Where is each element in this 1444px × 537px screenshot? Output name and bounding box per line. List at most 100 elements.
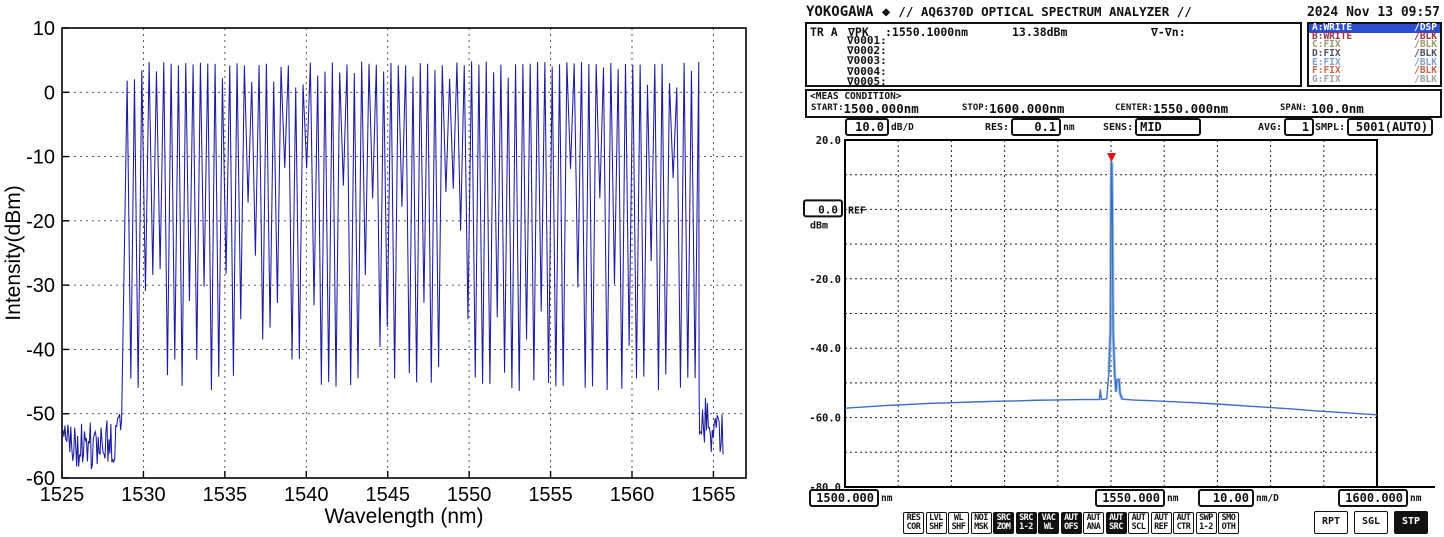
trace-display-status: /BLK [1414,65,1437,77]
scale-stop-value[interactable]: 1600.000 [1338,489,1408,507]
trace-name: B:WRITE [1312,30,1353,42]
sens-value[interactable]: MID [1135,118,1202,136]
softkey-label-bottom: SCL [1131,522,1146,532]
scale-start-value[interactable]: 1500.000 [809,489,879,507]
softkey-res-cor[interactable]: RES COR [903,512,924,534]
sweep-key-sgl[interactable]: SGL [1354,511,1388,534]
res-label: RES: [985,121,1010,133]
marker-row: ∇0005: [847,74,887,88]
trace-status-d[interactable]: D:FIX/BLK [1309,49,1440,59]
trace-status-b[interactable]: B:WRITE/BLK [1309,30,1440,42]
softkey-label-top: SWP [1199,513,1213,523]
start-wavelength: START: 1500.000nm [811,102,919,115]
sweep-key-row: RPT SGL STP [1314,511,1428,534]
delta-marker-label: ∇-∇n: [1151,25,1186,39]
osa-y-axis-label: 20.0 [816,135,841,147]
scale-stop-unit: nm [1410,492,1422,504]
osa-header: YOKOGAWA ◆ // AQ6370D OPTICAL SPECTRUM A… [806,3,1440,21]
softkey-label-bottom: COR [906,522,921,532]
avg-value[interactable]: 1 [1284,118,1315,136]
softkey-noi-msk[interactable]: NOI MSK [970,512,992,534]
softkey-aut-ctr[interactable]: AUT CTR [1173,512,1194,534]
x-tick-label: 1550 [447,484,492,506]
softkey-src-1-2[interactable]: SRC 1-2 [1015,512,1037,534]
softkey-src-zom[interactable]: SRC ZOM [993,512,1014,534]
ref-level-value: 0.0 [818,203,838,216]
start-label: START: [811,103,844,113]
comb-spectrum-figure: 1525 1530 1535 1540 1545 1550 1555 1560 1565 10 0… [2,18,747,528]
trace-name: C:FIX [1312,39,1341,51]
datetime: 2024 Nov 13 09:57 [1306,4,1440,20]
yokogawa-logo: YOKOGAWA ◆ [806,4,891,20]
y-tick-labels: 10 0 -10 -20 -30 -40 -50 -60 [26,18,55,490]
sensitivity-setting: SENS: MID [1103,118,1202,136]
y-tick-label: -10 [26,147,55,169]
trace-display-status: /BLK [1414,30,1437,42]
start-value: 1500.000nm [843,101,919,116]
softkey-label-bottom: ZOM [996,522,1011,532]
span-setting: SPAN: 100.0nm [1280,102,1364,115]
softkey-label-bottom: OTH [1221,522,1236,532]
softkey-aut-src[interactable]: AUT SRC [1105,512,1127,534]
level-scale-value[interactable]: 10.0 [845,118,889,136]
x-tick-labels: 1525 1530 1535 1540 1545 1550 1555 1560 1565 [40,484,736,506]
osa-y-axis-label: -40.0 [809,343,841,355]
scale-center-value[interactable]: 1550.000 [1095,489,1165,507]
trace-display-status: /BLK [1414,74,1437,86]
softkey-label-top: AUT [1176,513,1191,523]
comb-trace-line [61,61,724,470]
sampling-setting: SMPL: 5001(AUTO) [1315,118,1434,136]
softkey-vac-wl[interactable]: VAC WL [1038,512,1059,534]
span-label: SPAN: [1280,103,1308,113]
osa-header-left: YOKOGAWA ◆ // AQ6370D OPTICAL SPECTRUM A… [806,4,1192,20]
peak-wavelength: :1550.1000nm [885,25,969,39]
stop-wavelength: STOP: 1600.000nm [962,102,1064,115]
trace-status-c[interactable]: C:FIX/BLK [1309,39,1440,51]
resolution-setting: RES: 0.1 nm [985,118,1075,136]
sweep-key-rpt[interactable]: RPT [1314,511,1348,534]
peak-readout-line: TR A ∇PK :1550.1000nm 13.38dBm ∇-∇n: [807,24,1300,39]
softkey-label-top: VAC [1041,513,1056,523]
peak-power: 13.38dBm [1012,25,1068,39]
trace-display-status: /BLK [1414,56,1437,68]
smpl-value[interactable]: 5001(AUTO) [1347,118,1434,136]
trace-status-e[interactable]: E:FIX/BLK [1309,56,1440,68]
trace-status-a[interactable]: A:WRITE/DSP [1309,22,1440,33]
softkey-aut-scl[interactable]: AUT SCL [1128,512,1149,534]
softkey-smo-oth[interactable]: SMO OTH [1218,512,1239,534]
softkey-label-top: RES [906,513,921,523]
res-unit: nm [1063,121,1075,133]
plot-border [61,27,747,479]
trace-label: TR A [810,25,838,39]
softkey-aut-ofs[interactable]: AUT OFS [1060,512,1082,534]
scale-div: 10.00 nm/D [1198,489,1279,507]
ref-level-unit: dBm [810,220,828,231]
sweep-key-stp[interactable]: STP [1394,511,1428,534]
wavelength-scale-row: 1500.000 nm 1550.000 nm 10.00 nm/D 1600.… [800,489,1444,509]
softkey-swp-1-2[interactable]: SWP 1-2 [1195,512,1217,534]
stop-value: 1600.000nm [989,101,1065,116]
softkey-wl-shf[interactable]: WL SHF [948,512,969,534]
x-tick-label: 1535 [203,484,248,506]
softkey-label-bottom: OFS [1064,522,1078,532]
softkey-aut-ana[interactable]: AUT ANA [1083,512,1104,534]
y-axis-label: Intensity(dBm) [2,185,25,320]
scale-start-unit: nm [881,492,893,504]
y-tick-label: 10 [33,18,55,40]
trace-status-g[interactable]: G:FIX/BLK [1309,74,1440,86]
ref-level-box[interactable] [803,199,843,218]
y-tick-label: -40 [26,339,55,361]
osa-trace-line [844,162,1378,416]
softkey-label-bottom: CTR [1176,522,1191,532]
trace-name: A:WRITE [1312,22,1353,33]
trace-status-f[interactable]: F:FIX/BLK [1309,65,1440,77]
level-scale-setting: 10.0 dB/D [845,118,914,136]
center-label: CENTER: [1115,103,1153,113]
res-value[interactable]: 0.1 [1011,118,1062,136]
scale-div-value[interactable]: 10.00 [1198,489,1254,507]
softkey-aut-ref[interactable]: AUT REF [1150,512,1172,534]
softkey-label-top: NOI [974,513,988,523]
peak-marker-icon[interactable] [1107,152,1117,162]
softkey-lvl-shf[interactable]: LVL SHF [925,512,947,534]
